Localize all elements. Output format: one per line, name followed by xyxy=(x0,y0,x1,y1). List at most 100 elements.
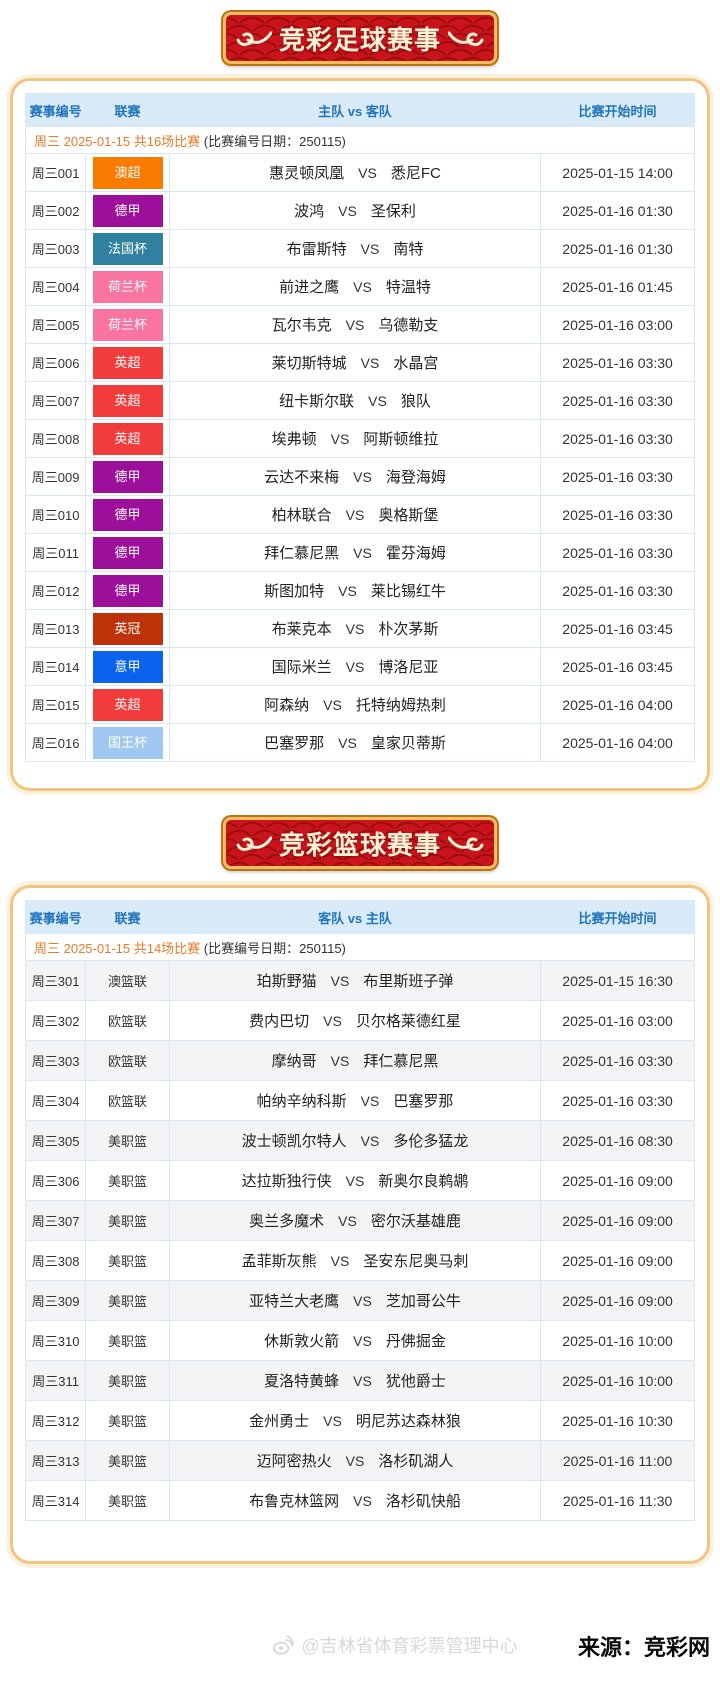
match-time: 2025-01-15 14:00 xyxy=(540,153,695,192)
match-time: 2025-01-16 10:00 xyxy=(540,1360,695,1401)
weibo-icon xyxy=(272,1635,294,1655)
vs-label: VS xyxy=(338,203,357,219)
football-banner-title: 竞彩足球赛事 xyxy=(278,24,441,55)
match-id: 周三302 xyxy=(24,1000,87,1041)
vs-label: VS xyxy=(358,165,377,181)
vs-label: VS xyxy=(360,355,380,371)
team-right: 乌德勒支 xyxy=(378,317,439,334)
league-label: 欧篮联 xyxy=(108,1093,148,1109)
team-right: 拜仁慕尼黑 xyxy=(363,1053,439,1070)
table-row: 周三307 美职篮 奥兰多魔术 VS 密尔沃基雄鹿 2025-01-16 09:00 xyxy=(24,1200,695,1241)
col-header-start-time: 比赛开始时间 xyxy=(540,900,695,934)
football-header-row: 赛事编号 联赛 主队 vs 客队 比赛开始时间 xyxy=(24,93,695,127)
team-left: 阿森纳 xyxy=(264,697,310,714)
table-row: 周三311 美职篮 夏洛特黄蜂 VS 犹他爵士 2025-01-16 10:00 xyxy=(24,1360,695,1401)
match-id: 周三001 xyxy=(24,153,87,192)
vs-label: VS xyxy=(323,697,342,713)
vs-label: VS xyxy=(323,1413,342,1429)
league-label: 美职篮 xyxy=(108,1253,148,1269)
team-left: 国际米兰 xyxy=(271,659,332,676)
team-left: 奥兰多魔术 xyxy=(249,1213,325,1230)
team-right: 洛杉矶快船 xyxy=(385,1493,461,1510)
match-id: 周三005 xyxy=(24,305,87,344)
table-row: 周三012 德甲 斯图加特 VS 莱比锡红牛 2025-01-16 03:30 xyxy=(24,571,695,610)
league-badge: 英超 xyxy=(92,346,163,379)
vs-label: VS xyxy=(338,735,357,751)
col-header-teams: 主队 vs 客队 xyxy=(168,93,542,127)
match-time: 2025-01-16 03:00 xyxy=(540,305,695,344)
vs-label: VS xyxy=(345,317,365,333)
match-id: 周三003 xyxy=(24,229,87,268)
team-left: 瓦尔韦克 xyxy=(271,317,332,334)
team-left: 莱切斯特城 xyxy=(271,355,347,372)
league-badge: 英冠 xyxy=(92,612,163,645)
vs-label: VS xyxy=(338,1213,357,1229)
league-label: 澳篮联 xyxy=(108,973,148,989)
vs-label: VS xyxy=(330,431,350,447)
team-left: 布雷斯特 xyxy=(286,241,347,258)
league-badge: 国王杯 xyxy=(92,726,163,759)
vs-label: VS xyxy=(360,1133,380,1149)
table-row: 周三008 英超 埃弗顿 VS 阿斯顿维拉 2025-01-16 03:30 xyxy=(24,419,695,458)
vs-label: VS xyxy=(330,1053,350,1069)
cloud-swirl-icon xyxy=(448,836,484,851)
vs-label: VS xyxy=(338,583,357,599)
team-left: 埃弗顿 xyxy=(271,431,317,448)
team-left: 波鸿 xyxy=(294,203,325,220)
vs-label: VS xyxy=(345,1173,365,1189)
football-banner: 竞彩足球赛事 xyxy=(223,12,497,64)
league-badge: 德甲 xyxy=(92,498,163,531)
team-right: 布里斯班子弹 xyxy=(363,973,454,990)
league-label: 欧篮联 xyxy=(108,1053,148,1069)
team-right: 新奥尔良鹈鹕 xyxy=(378,1173,469,1190)
table-row: 周三010 德甲 柏林联合 VS 奥格斯堡 2025-01-16 03:30 xyxy=(24,495,695,534)
match-time: 2025-01-16 03:30 xyxy=(540,571,695,610)
match-id: 周三010 xyxy=(24,495,87,534)
football-subheader-row: 周三 2025-01-15 共16场比赛 (比赛编号日期：250115) xyxy=(25,126,695,154)
league-badge: 法国杯 xyxy=(92,232,163,265)
match-time: 2025-01-16 11:00 xyxy=(540,1440,695,1481)
team-left: 珀斯野猫 xyxy=(256,973,317,990)
table-row: 周三004 荷兰杯 前进之鹰 VS 特温特 2025-01-16 01:45 xyxy=(24,267,695,306)
table-row: 周三007 英超 纽卡斯尔联 VS 狼队 2025-01-16 03:30 xyxy=(24,381,695,420)
table-row: 周三301 澳篮联 珀斯野猫 VS 布里斯班子弹 2025-01-15 16:30 xyxy=(24,960,695,1001)
match-id: 周三007 xyxy=(24,381,87,420)
league-label: 美职篮 xyxy=(108,1373,148,1389)
team-left: 波士顿凯尔特人 xyxy=(241,1133,347,1150)
team-right: 奥格斯堡 xyxy=(378,507,439,524)
table-row: 周三313 美职篮 迈阿密热火 VS 洛杉矶湖人 2025-01-16 11:00 xyxy=(24,1440,695,1481)
league-label: 美职篮 xyxy=(108,1173,148,1189)
team-right: 海登海姆 xyxy=(385,469,446,486)
team-left: 巴塞罗那 xyxy=(264,735,325,752)
league-label: 欧篮联 xyxy=(108,1013,148,1029)
football-tbody: 周三001 澳超 惠灵顿凤凰 VS 悉尼FC 2025-01-15 14:00 周三… xyxy=(24,153,695,762)
match-id: 周三314 xyxy=(24,1480,87,1521)
vs-label: VS xyxy=(353,545,372,561)
match-time: 2025-01-16 04:00 xyxy=(540,685,695,724)
league-badge: 英超 xyxy=(92,422,163,455)
match-id: 周三008 xyxy=(24,419,87,458)
match-time: 2025-01-16 01:30 xyxy=(540,229,695,268)
match-time: 2025-01-16 04:00 xyxy=(540,723,695,762)
match-id: 周三313 xyxy=(24,1440,87,1481)
table-row: 周三013 英冠 布莱克本 VS 朴次茅斯 2025-01-16 03:45 xyxy=(24,609,695,648)
team-left: 达拉斯独行侠 xyxy=(241,1173,332,1190)
match-number-date-note: (比赛编号日期：250115) xyxy=(200,940,346,956)
team-left: 前进之鹰 xyxy=(279,279,340,296)
league-badge: 德甲 xyxy=(92,460,163,493)
vs-label: VS xyxy=(368,393,387,409)
match-time: 2025-01-16 09:00 xyxy=(540,1160,695,1201)
table-row: 周三302 欧篮联 费内巴切 VS 贝尔格莱德红星 2025-01-16 03:00 xyxy=(24,1000,695,1041)
match-day-summary: 周三 2025-01-15 共16场比赛 xyxy=(34,133,201,149)
cloud-swirl-icon xyxy=(448,31,484,46)
table-row: 周三002 德甲 波鸿 VS 圣保利 2025-01-16 01:30 xyxy=(24,191,695,230)
match-time: 2025-01-16 03:30 xyxy=(540,381,695,420)
match-time: 2025-01-16 03:30 xyxy=(540,457,695,496)
league-badge: 荷兰杯 xyxy=(92,308,163,341)
match-time: 2025-01-15 16:30 xyxy=(540,960,695,1001)
team-left: 孟菲斯灰熊 xyxy=(241,1253,317,1270)
team-left: 布鲁克林篮网 xyxy=(249,1493,340,1510)
match-id: 周三009 xyxy=(24,457,87,496)
table-row: 周三014 意甲 国际米兰 VS 博洛尼亚 2025-01-16 03:45 xyxy=(24,647,695,686)
match-id: 周三016 xyxy=(24,723,87,762)
